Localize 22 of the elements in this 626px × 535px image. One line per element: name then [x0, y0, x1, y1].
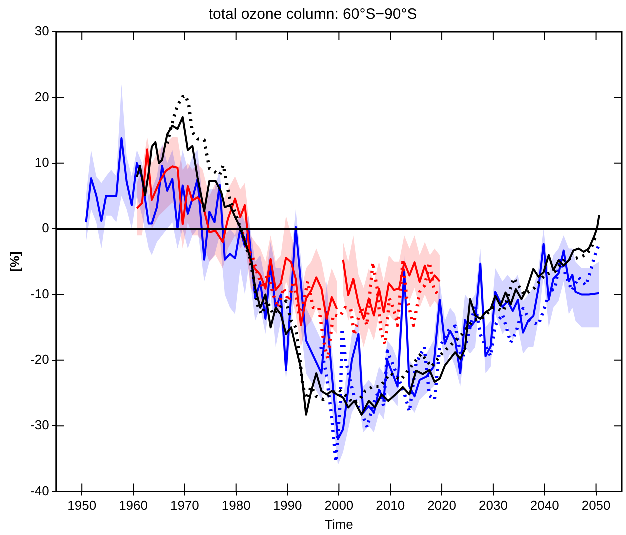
x-tick-label: 1980: [222, 498, 251, 514]
x-tick-label: 1950: [68, 498, 97, 514]
x-tick-label: 1960: [119, 498, 148, 514]
x-tick-label: 2040: [530, 498, 560, 514]
y-tick-label: 20: [34, 89, 50, 104]
y-tick-label: -10: [30, 286, 50, 302]
y-tick-label: 10: [34, 154, 50, 170]
y-axis-title: [%]: [7, 252, 22, 272]
x-tick-label: 1990: [273, 498, 302, 514]
x-tick-label: 2030: [478, 498, 508, 514]
y-tick-label: 0: [42, 220, 50, 236]
x-tick-label: 2010: [376, 498, 406, 514]
x-axis-title: Time: [324, 516, 354, 532]
x-tick-label: 2050: [582, 498, 611, 514]
y-tick-label: -40: [30, 483, 50, 498]
y-tick-label: -20: [30, 352, 50, 368]
y-tick-label: -30: [30, 418, 50, 433]
chart-title: total ozone column: 60°S−90°S: [208, 6, 418, 24]
x-tick-label: 2020: [428, 498, 456, 514]
x-tick-label: 1970: [170, 498, 200, 514]
y-tick-label: 30: [34, 24, 50, 39]
x-tick-label: 2000: [324, 498, 354, 514]
